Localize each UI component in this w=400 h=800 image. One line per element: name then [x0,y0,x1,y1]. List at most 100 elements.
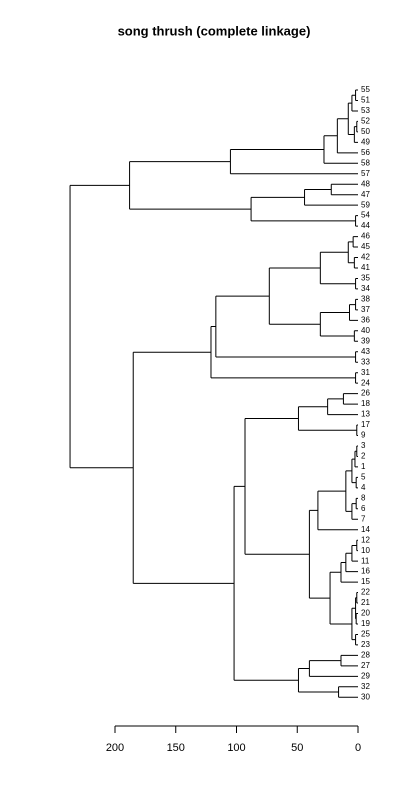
leaf-label: 13 [361,410,370,419]
branch [355,613,358,625]
leaf-label: 57 [361,169,370,178]
leaf-label: 12 [361,535,370,544]
branch [355,215,358,227]
branch [268,267,321,325]
branch [297,667,339,693]
branch [210,326,356,379]
leaf-label: 35 [361,274,370,283]
branch [340,561,358,583]
branch [355,298,358,311]
leaf-label: 23 [361,640,370,649]
branch [355,277,358,290]
branch [355,497,358,510]
branch [342,393,358,405]
leaf-label: 18 [361,399,370,408]
branch [319,251,356,285]
leaf-label: 9 [361,431,366,440]
branch [353,126,358,143]
leaf-label: 43 [361,347,370,356]
branch [355,633,358,646]
leaf-label: 28 [361,650,370,659]
leaf-label: 25 [361,630,370,639]
branch [353,257,358,269]
leaf-label: 24 [361,378,370,387]
leaf-label: 36 [361,315,370,324]
leaf-label: 6 [361,504,366,513]
leaf-label: 44 [361,221,370,230]
branch [351,458,357,484]
leaf-label: 32 [361,682,370,691]
x-tick-label: 150 [167,742,185,754]
chart-title: song thrush (complete linkage) [118,23,311,38]
leaf-label: 55 [361,85,370,94]
leaf-label: 16 [361,567,370,576]
branch [327,398,358,416]
leaf-label: 10 [361,546,370,555]
leaf-label: 11 [361,556,370,565]
leaf-label: 15 [361,577,370,586]
leaf-label: 50 [361,127,370,136]
branch [308,509,331,599]
leaf-label: 4 [361,483,366,492]
leaf-label: 1 [361,462,366,471]
leaf-label: 21 [361,598,370,607]
leaf-label: 45 [361,242,370,251]
branch [352,236,358,248]
leaf-label: 3 [361,441,366,450]
leaf-label: 59 [361,200,370,209]
branch [340,654,358,667]
branch [244,417,310,555]
branch [351,503,358,520]
leaf-label: 39 [361,336,370,345]
branch [69,184,134,469]
leaf-label: 47 [361,190,370,199]
leaf-label: 48 [361,179,370,188]
leaf-label: 34 [361,284,370,293]
leaf-label: 14 [361,525,370,534]
branch [330,183,358,196]
leaf-label: 42 [361,253,370,262]
leaf-label: 30 [361,692,370,701]
leaf-label: 33 [361,357,370,366]
branch [338,686,358,698]
leaf-label: 38 [361,295,370,304]
leaf-label: 7 [361,514,366,523]
branch [355,372,358,384]
leaf-label: 40 [361,326,370,335]
branch [129,161,252,210]
branch [356,424,358,437]
branch [355,351,358,363]
branch [308,660,358,677]
leaf-label: 20 [361,609,370,618]
branch [355,89,358,101]
x-tick-label: 50 [291,742,303,754]
leaf-label: 49 [361,137,370,146]
x-tick-label: 0 [355,742,361,754]
leaf-label: 53 [361,106,370,115]
branch [351,607,356,641]
leaf-label: 22 [361,588,370,597]
branch [351,94,358,112]
branch [348,304,358,321]
leaf-label: 19 [361,619,370,628]
leaf-label: 46 [361,232,370,241]
leaf-label: 52 [361,117,370,126]
branch [347,102,355,135]
branch [132,351,235,584]
branch [345,470,352,512]
leaf-label: 37 [361,305,370,314]
leaf-label: 2 [361,452,366,461]
branch [233,485,299,681]
x-tick-label: 200 [106,742,124,754]
branch [356,445,358,457]
leaf-label: 27 [361,661,370,670]
x-tick-label: 100 [227,742,245,754]
leaf-label: 31 [361,368,370,377]
leaf-label: 17 [361,420,370,429]
leaf-label: 56 [361,148,370,157]
branch [355,476,358,489]
branch [356,120,358,133]
leaf-label: 58 [361,158,370,167]
leaf-label: 54 [361,211,370,220]
